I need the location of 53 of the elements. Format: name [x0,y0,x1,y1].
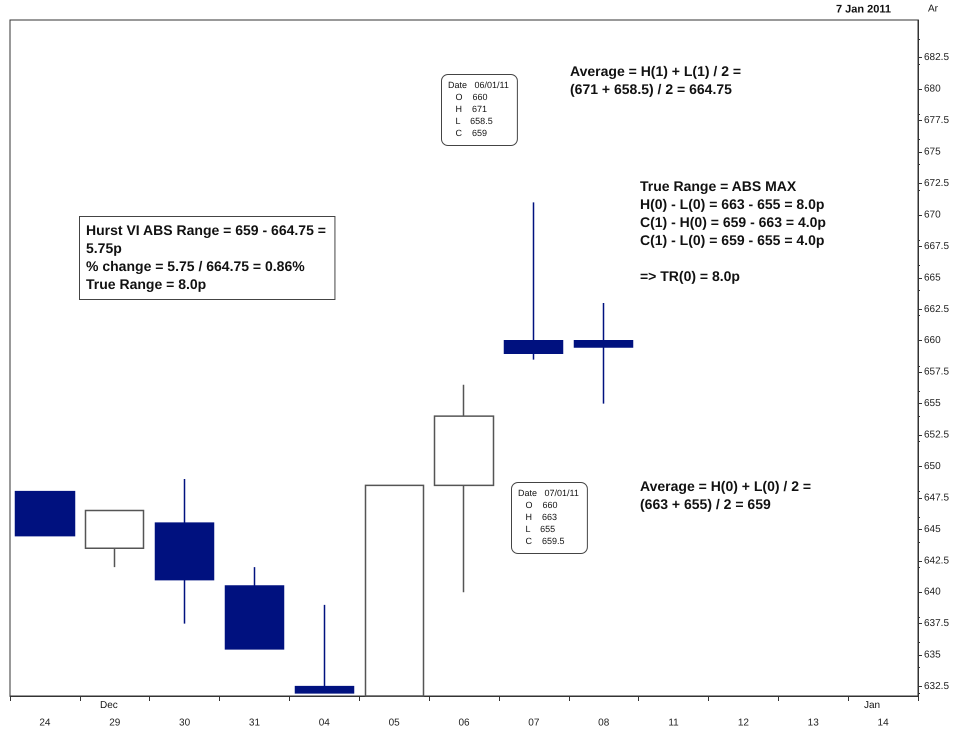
annotation: Date 06/01/11 O 660 H 671 L 658.5 C 659 [448,80,509,138]
y-tick-label: 667.5 [924,240,950,252]
text: True Range = ABS MAX H(0) - L(0) = 663 - 655 = 8.0p C(1) - H(0) = 659 - 663 = 4.0p C(1) - L(0) = 659 - 655 = 4.0p => TR(0) = 8.0p [640,178,826,284]
candlestick [364,484,424,697]
y-tick-label: 645 [924,524,942,535]
candlestick [574,302,634,404]
y-tick-label: 635 [924,650,942,661]
annotation: Date 07/01/11 O 660 H 663 L 655 C 659.5 [518,488,579,546]
y-tick-label: 642.5 [924,555,950,566]
text: Dec [100,700,118,711]
x-tick-label: 08 [598,718,610,728]
y-tick-label: 662.5 [924,304,950,315]
y-tick-label: 680 [924,84,942,95]
y-tick-label: 632.5 [924,681,950,692]
y-tick-label: 672.5 [924,178,950,189]
x-tick-label: 31 [248,718,260,728]
y-tick-label: 647.5 [924,492,950,504]
y-tick-label: 650 [924,460,942,472]
x-tick-label: 24 [39,718,51,728]
x-tick-label: 12 [738,718,750,728]
chart-title: 7 Jan 2011 [836,4,892,16]
candlestick [434,384,494,593]
y-tick-label: 665 [924,272,942,284]
x-tick-label: 14 [878,718,890,728]
candlestick [224,566,284,650]
y-tick-label: 652.5 [924,430,950,441]
annotation: Hurst VI ABS Range = 659 - 664.75 = 5.75p % change = 5.75 / 664.75 = 0.86% True Range = 8.0p [86,222,326,292]
y-tick-label: 640 [924,586,942,598]
y-tick-label: 682.5 [924,52,950,64]
x-tick-label: 06 [458,718,470,728]
y-tick-label: 677.5 [924,115,950,126]
x-tick-label: 30 [179,718,191,728]
text: Jan [864,700,880,711]
annotation: Average = H(1) + L(1) / 2 = (671 + 658.5) / 2 = 664.75 [570,63,742,97]
candlestick [84,510,144,568]
y-axis-title: Ar [928,4,939,14]
y-tick-label: 660 [924,335,942,346]
x-tick-label: 13 [808,718,820,728]
x-tick-label: 07 [528,718,540,728]
y-tick-label: 655 [924,398,942,410]
y-tick-label: 675 [924,146,942,158]
y-tick-label: 670 [924,209,942,220]
annotation: Average = H(0) + L(0) / 2 = (663 + 655) / 2 = 659 [640,478,812,512]
x-tick-label: 29 [109,718,121,728]
candlestick [504,202,564,360]
x-tick-label: 04 [318,718,330,728]
x-tick-label: 05 [388,718,400,728]
y-tick-label: 657.5 [924,366,950,378]
x-tick-label: 11 [668,718,680,728]
candlestick [294,604,354,694]
y-tick-label: 637.5 [924,618,950,630]
candlestick [14,490,76,536]
candlestick [154,478,214,624]
